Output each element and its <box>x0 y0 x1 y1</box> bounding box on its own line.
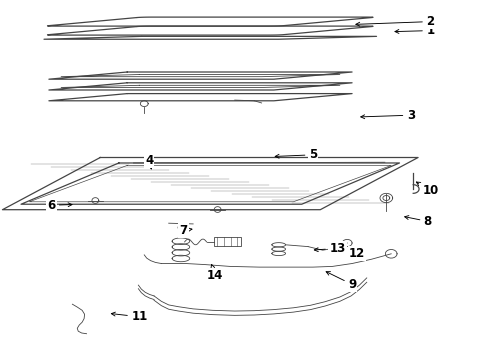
Text: 8: 8 <box>404 215 431 228</box>
Text: 3: 3 <box>360 109 414 122</box>
Text: 4: 4 <box>145 154 153 169</box>
Bar <box>214 238 240 246</box>
Text: 13: 13 <box>314 242 345 255</box>
Text: 1: 1 <box>394 24 433 37</box>
Text: 2: 2 <box>355 15 433 28</box>
Text: 5: 5 <box>275 148 316 161</box>
Text: 14: 14 <box>206 265 223 282</box>
Text: 12: 12 <box>336 247 365 260</box>
Text: 9: 9 <box>325 272 355 291</box>
Text: 10: 10 <box>416 182 438 197</box>
Text: 7: 7 <box>179 224 191 237</box>
Text: 11: 11 <box>111 310 147 323</box>
Text: 6: 6 <box>47 199 72 212</box>
